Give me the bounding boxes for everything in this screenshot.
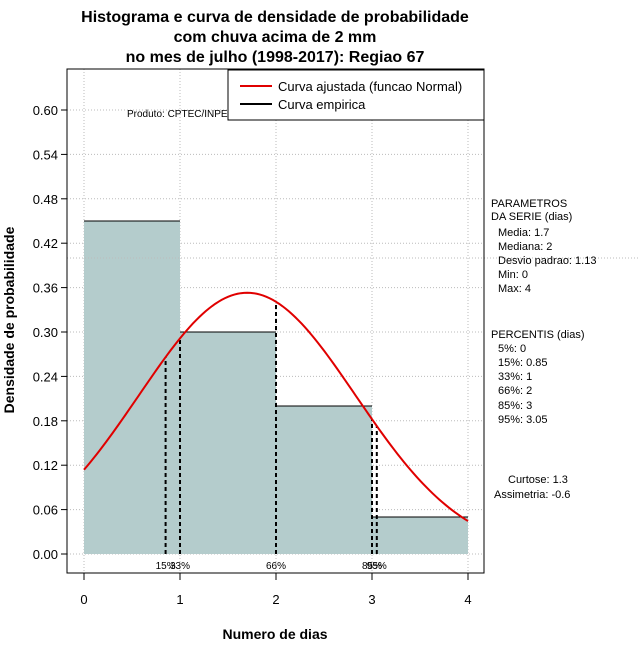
- assimetria-value: Assimetria: -0.6: [494, 489, 570, 501]
- percentile-label-2: 66%: [266, 561, 286, 572]
- y-tick-label-9: 0.54: [33, 147, 58, 162]
- param-desvio: Desvio padrao: 1.13: [498, 255, 596, 267]
- percentil-33: 33%: 1: [498, 371, 532, 383]
- x-tick-label-2: 2: [272, 592, 279, 607]
- histogram-bar-2: [276, 406, 372, 554]
- percentile-label-1: 33%: [170, 561, 190, 572]
- percentile-label-4: 95%: [367, 561, 387, 572]
- y-tick-label-6: 0.36: [33, 281, 58, 296]
- param-media: Media: 1.7: [498, 227, 549, 239]
- percentis-title: PERCENTIS (dias): [491, 329, 585, 341]
- y-tick-label-2: 0.12: [33, 458, 58, 473]
- y-tick-label-10: 0.60: [33, 103, 58, 118]
- x-tick-label-1: 1: [176, 592, 183, 607]
- param-max: Max: 4: [498, 283, 531, 295]
- chart-title-line-1: Histograma e curva de densidade de proba…: [81, 9, 469, 26]
- y-tick-label-8: 0.48: [33, 192, 58, 207]
- percentil-15: 15%: 0.85: [498, 357, 548, 369]
- legend-fit-label: Curva ajustada (funcao Normal): [278, 79, 462, 94]
- y-tick-label-0: 0.00: [33, 547, 58, 562]
- percentile-label-3: 85%: [362, 561, 382, 572]
- percentile-lines: [164, 301, 378, 554]
- parametros-title-2: DA SERIE (dias): [491, 211, 572, 223]
- histogram-bars: [84, 220, 468, 554]
- y-tick-label-3: 0.18: [33, 414, 58, 429]
- y-tick-label-1: 0.06: [33, 503, 58, 518]
- legend: Curva ajustada (funcao Normal) Curva emp…: [227, 69, 485, 121]
- x-axis-label: Numero de dias: [222, 626, 327, 642]
- percentil-95: 95%: 3.05: [498, 414, 548, 426]
- param-mediana: Mediana: 2: [498, 241, 552, 253]
- chart-title-line-3: no mes de julho (1998-2017): Regiao 67: [126, 49, 425, 66]
- histogram-bar-1: [180, 332, 276, 554]
- parametros-title-1: PARAMETROS: [491, 198, 567, 210]
- percentil-5: 5%: 0: [498, 343, 526, 355]
- legend-box: [227, 69, 485, 121]
- x-tick-label-4: 4: [464, 592, 471, 607]
- percentile-label-0: 15%: [156, 561, 176, 572]
- y-tick-label-5: 0.30: [33, 325, 58, 340]
- percentile-labels: 15%33% 66% 85%95%: [156, 561, 387, 572]
- legend-empirical-label: Curva empirica: [278, 97, 366, 112]
- source-note: Produto: CPTEC/INPE: [127, 109, 228, 120]
- x-tick-label-3: 3: [368, 592, 375, 607]
- x-tick-label-0: 0: [80, 592, 87, 607]
- chart-title-line-2: com chuva acima de 2 mm: [174, 29, 377, 46]
- percentil-66: 66%: 2: [498, 385, 532, 397]
- param-min: Min: 0: [498, 269, 528, 281]
- y-tick-label-7: 0.42: [33, 236, 58, 251]
- side-panel: PARAMETROS DA SERIE (dias) Media: 1.7 Me…: [491, 198, 596, 501]
- curtose-value: Curtose: 1.3: [508, 474, 568, 486]
- y-axis: 0.00 0.06 0.12 0.18 0.24 0.30 0.36 0.42 0.48 0.54…: [33, 103, 67, 562]
- histogram-bar-3: [372, 517, 468, 554]
- y-axis-label: Densidade de probabilidade: [1, 226, 17, 413]
- histogram-bar-0: [84, 221, 180, 554]
- y-tick-label-4: 0.24: [33, 369, 58, 384]
- normal-fit-curve: [83, 291, 469, 522]
- x-axis: 0 1 2 3 4: [80, 572, 472, 607]
- percentil-85: 85%: 3: [498, 400, 532, 412]
